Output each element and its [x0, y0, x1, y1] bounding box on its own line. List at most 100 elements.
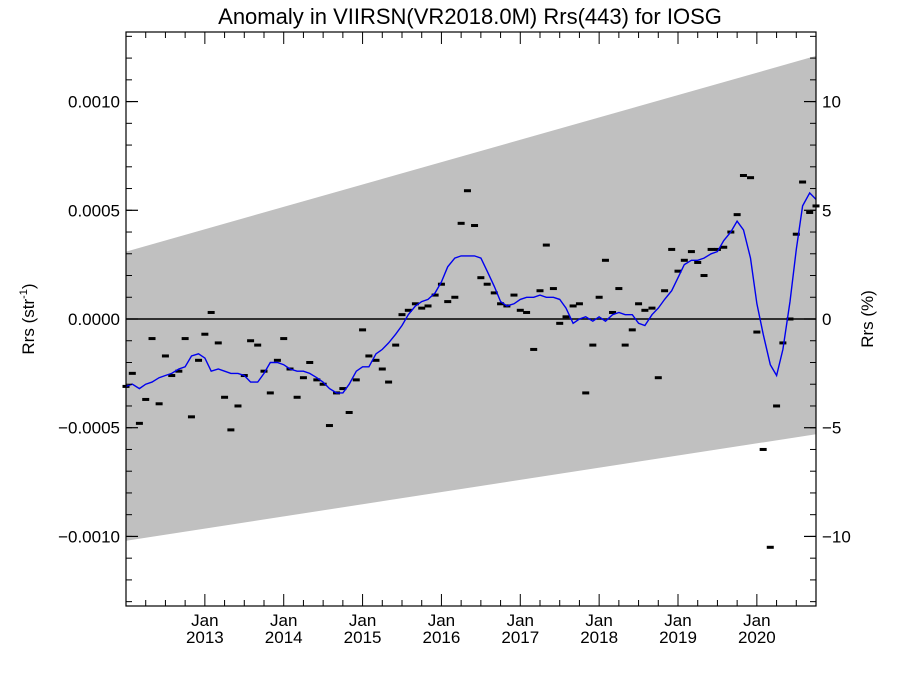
y-axis-label-left-prefix: Rrs (str	[19, 299, 38, 355]
data-point	[418, 306, 426, 310]
data-point	[575, 302, 583, 306]
data-point	[404, 308, 412, 312]
data-point	[181, 337, 189, 341]
data-point	[411, 302, 419, 306]
x-tick-label-year: 2018	[580, 628, 618, 647]
chart-title: Anomaly in VIIRSN(VR2018.0M) Rrs(443) fo…	[218, 4, 722, 29]
data-point	[483, 282, 491, 286]
data-point	[497, 302, 505, 306]
data-point	[510, 293, 518, 297]
data-point	[549, 287, 557, 291]
data-point	[680, 258, 688, 262]
data-point	[628, 328, 636, 332]
data-point	[562, 315, 570, 319]
y-tick-label-right: −5	[822, 419, 841, 438]
data-point	[516, 308, 524, 312]
data-point	[739, 174, 747, 177]
data-point	[451, 295, 459, 299]
axes: 0.0010 0.0005 0.0000 −0.0005 −0.0010 10 5 0 −5 −1…	[58, 32, 851, 647]
y-tick-label-left: −0.0005	[58, 419, 120, 438]
data-point	[806, 210, 814, 214]
y-tick-label-right: −10	[822, 527, 851, 546]
data-point	[227, 428, 235, 432]
data-point	[424, 304, 432, 308]
data-point	[392, 343, 400, 347]
data-point	[523, 310, 531, 314]
data-point	[713, 247, 721, 251]
x-tick-label-year: 2017	[501, 628, 539, 647]
data-point	[345, 410, 353, 414]
data-point	[654, 376, 662, 380]
data-point	[674, 269, 682, 273]
data-point	[385, 380, 393, 384]
data-point	[293, 395, 301, 399]
data-point	[582, 391, 590, 395]
x-tick-label-month: Jan	[270, 611, 297, 630]
data-point	[195, 358, 203, 362]
data-point	[720, 245, 728, 249]
y-tick-label-right: 0	[822, 310, 831, 329]
data-point	[694, 260, 702, 264]
data-point	[313, 378, 321, 382]
x-tick-label-month: Jan	[349, 611, 376, 630]
x-tick-label-year: 2014	[265, 628, 303, 647]
data-point	[609, 310, 617, 314]
data-point	[437, 282, 445, 286]
data-point	[214, 341, 222, 345]
y-tick-label-left: 0.0010	[68, 93, 120, 112]
data-point	[707, 247, 715, 251]
data-point	[536, 289, 544, 293]
data-point	[792, 232, 800, 236]
data-point	[700, 274, 708, 278]
data-point	[187, 415, 195, 419]
data-point	[207, 310, 215, 314]
y-tick-label-left: −0.0010	[58, 527, 120, 546]
x-tick-label-year: 2013	[186, 628, 224, 647]
data-point	[254, 343, 262, 347]
data-point	[128, 371, 136, 375]
data-point	[799, 180, 807, 184]
data-point	[280, 337, 288, 341]
data-point	[319, 382, 327, 386]
y-axis-label-left-suffix: )	[19, 283, 38, 289]
data-point	[490, 291, 498, 295]
band-polygon	[126, 55, 816, 541]
data-point	[325, 424, 333, 428]
data-point	[201, 332, 209, 336]
data-point	[747, 176, 755, 180]
y-tick-label-left: 0.0005	[68, 201, 120, 220]
confidence-band	[126, 55, 816, 541]
data-point	[161, 354, 169, 358]
data-point	[273, 358, 281, 362]
data-point	[431, 293, 439, 297]
data-point	[306, 360, 314, 364]
x-tick-label-year: 2016	[423, 628, 461, 647]
y-axis-label-left: Rrs (str-1)	[18, 283, 38, 354]
data-point	[615, 287, 623, 291]
data-point	[148, 337, 156, 341]
data-point	[687, 250, 695, 254]
data-point	[155, 402, 163, 406]
x-tick-label-year: 2015	[344, 628, 382, 647]
data-point	[260, 369, 268, 373]
data-point	[569, 304, 577, 308]
x-tick-label-month: Jan	[585, 611, 612, 630]
y-tick-label-right: 10	[822, 93, 841, 112]
data-point	[595, 295, 603, 299]
data-point	[786, 317, 794, 321]
data-point	[299, 376, 307, 380]
data-point	[766, 545, 774, 549]
data-point	[135, 421, 143, 425]
smoothed-series	[125, 191, 817, 394]
data-point	[661, 289, 669, 293]
data-point	[621, 343, 629, 347]
x-tick-label-month: Jan	[743, 611, 770, 630]
data-point	[668, 247, 676, 251]
smooth-line	[125, 191, 817, 394]
data-point	[372, 358, 380, 362]
data-point	[398, 313, 406, 317]
data-point	[175, 369, 183, 373]
x-tick-label-month: Jan	[664, 611, 691, 630]
data-point	[635, 302, 643, 306]
